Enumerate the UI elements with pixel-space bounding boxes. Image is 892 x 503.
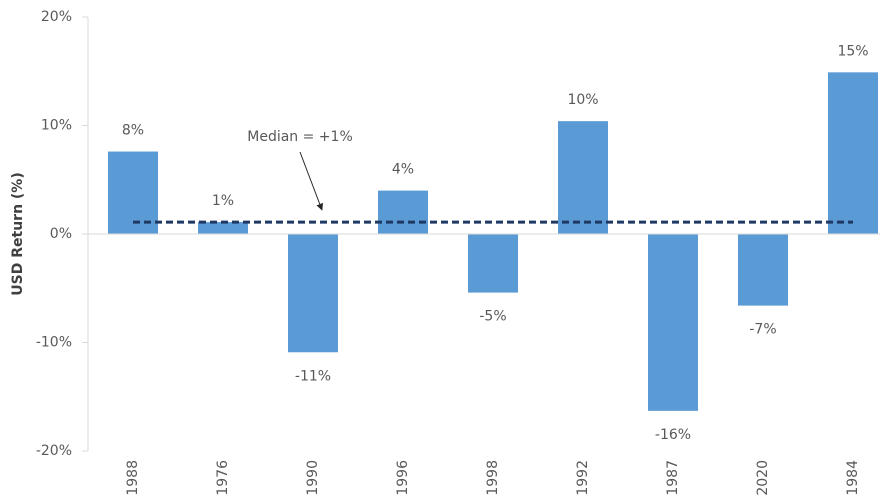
y-tick-label: 20% [41,9,72,25]
bar [558,121,608,234]
y-axis-title: USD Return (%) [10,172,26,295]
data-label: -16% [655,427,691,443]
bar [108,151,158,234]
annotation: Median = +1% [247,129,353,145]
bar [828,72,878,235]
data-label: 8% [122,123,144,139]
x-tick-label: 1998 [485,460,501,496]
x-tick-label: 1990 [305,460,321,496]
x-tick-label: 1984 [845,460,861,496]
bar [468,234,518,293]
x-tick-label: 1976 [215,460,231,496]
data-label: 4% [392,162,414,178]
bar [378,190,428,234]
x-tick-label: 1996 [395,460,411,496]
bar [648,234,698,411]
bar [198,222,248,234]
x-tick-label: 1988 [125,460,141,496]
y-tick-label: 0% [50,226,72,242]
data-label: 1% [212,193,234,209]
y-tick-label: -20% [36,443,72,459]
data-label: 10% [567,92,598,108]
data-label: 15% [837,43,868,59]
y-tick-label: -10% [36,335,72,351]
data-label: -7% [749,322,776,338]
data-label: -11% [295,368,331,384]
bar [738,234,788,306]
x-tick-label: 2020 [755,460,771,496]
y-tick-label: 10% [41,118,72,134]
x-tick-label: 1987 [665,460,681,496]
annotation-arrow [299,151,324,211]
x-tick-label: 1992 [575,460,591,496]
data-label: -5% [479,309,506,325]
bar [288,234,338,353]
